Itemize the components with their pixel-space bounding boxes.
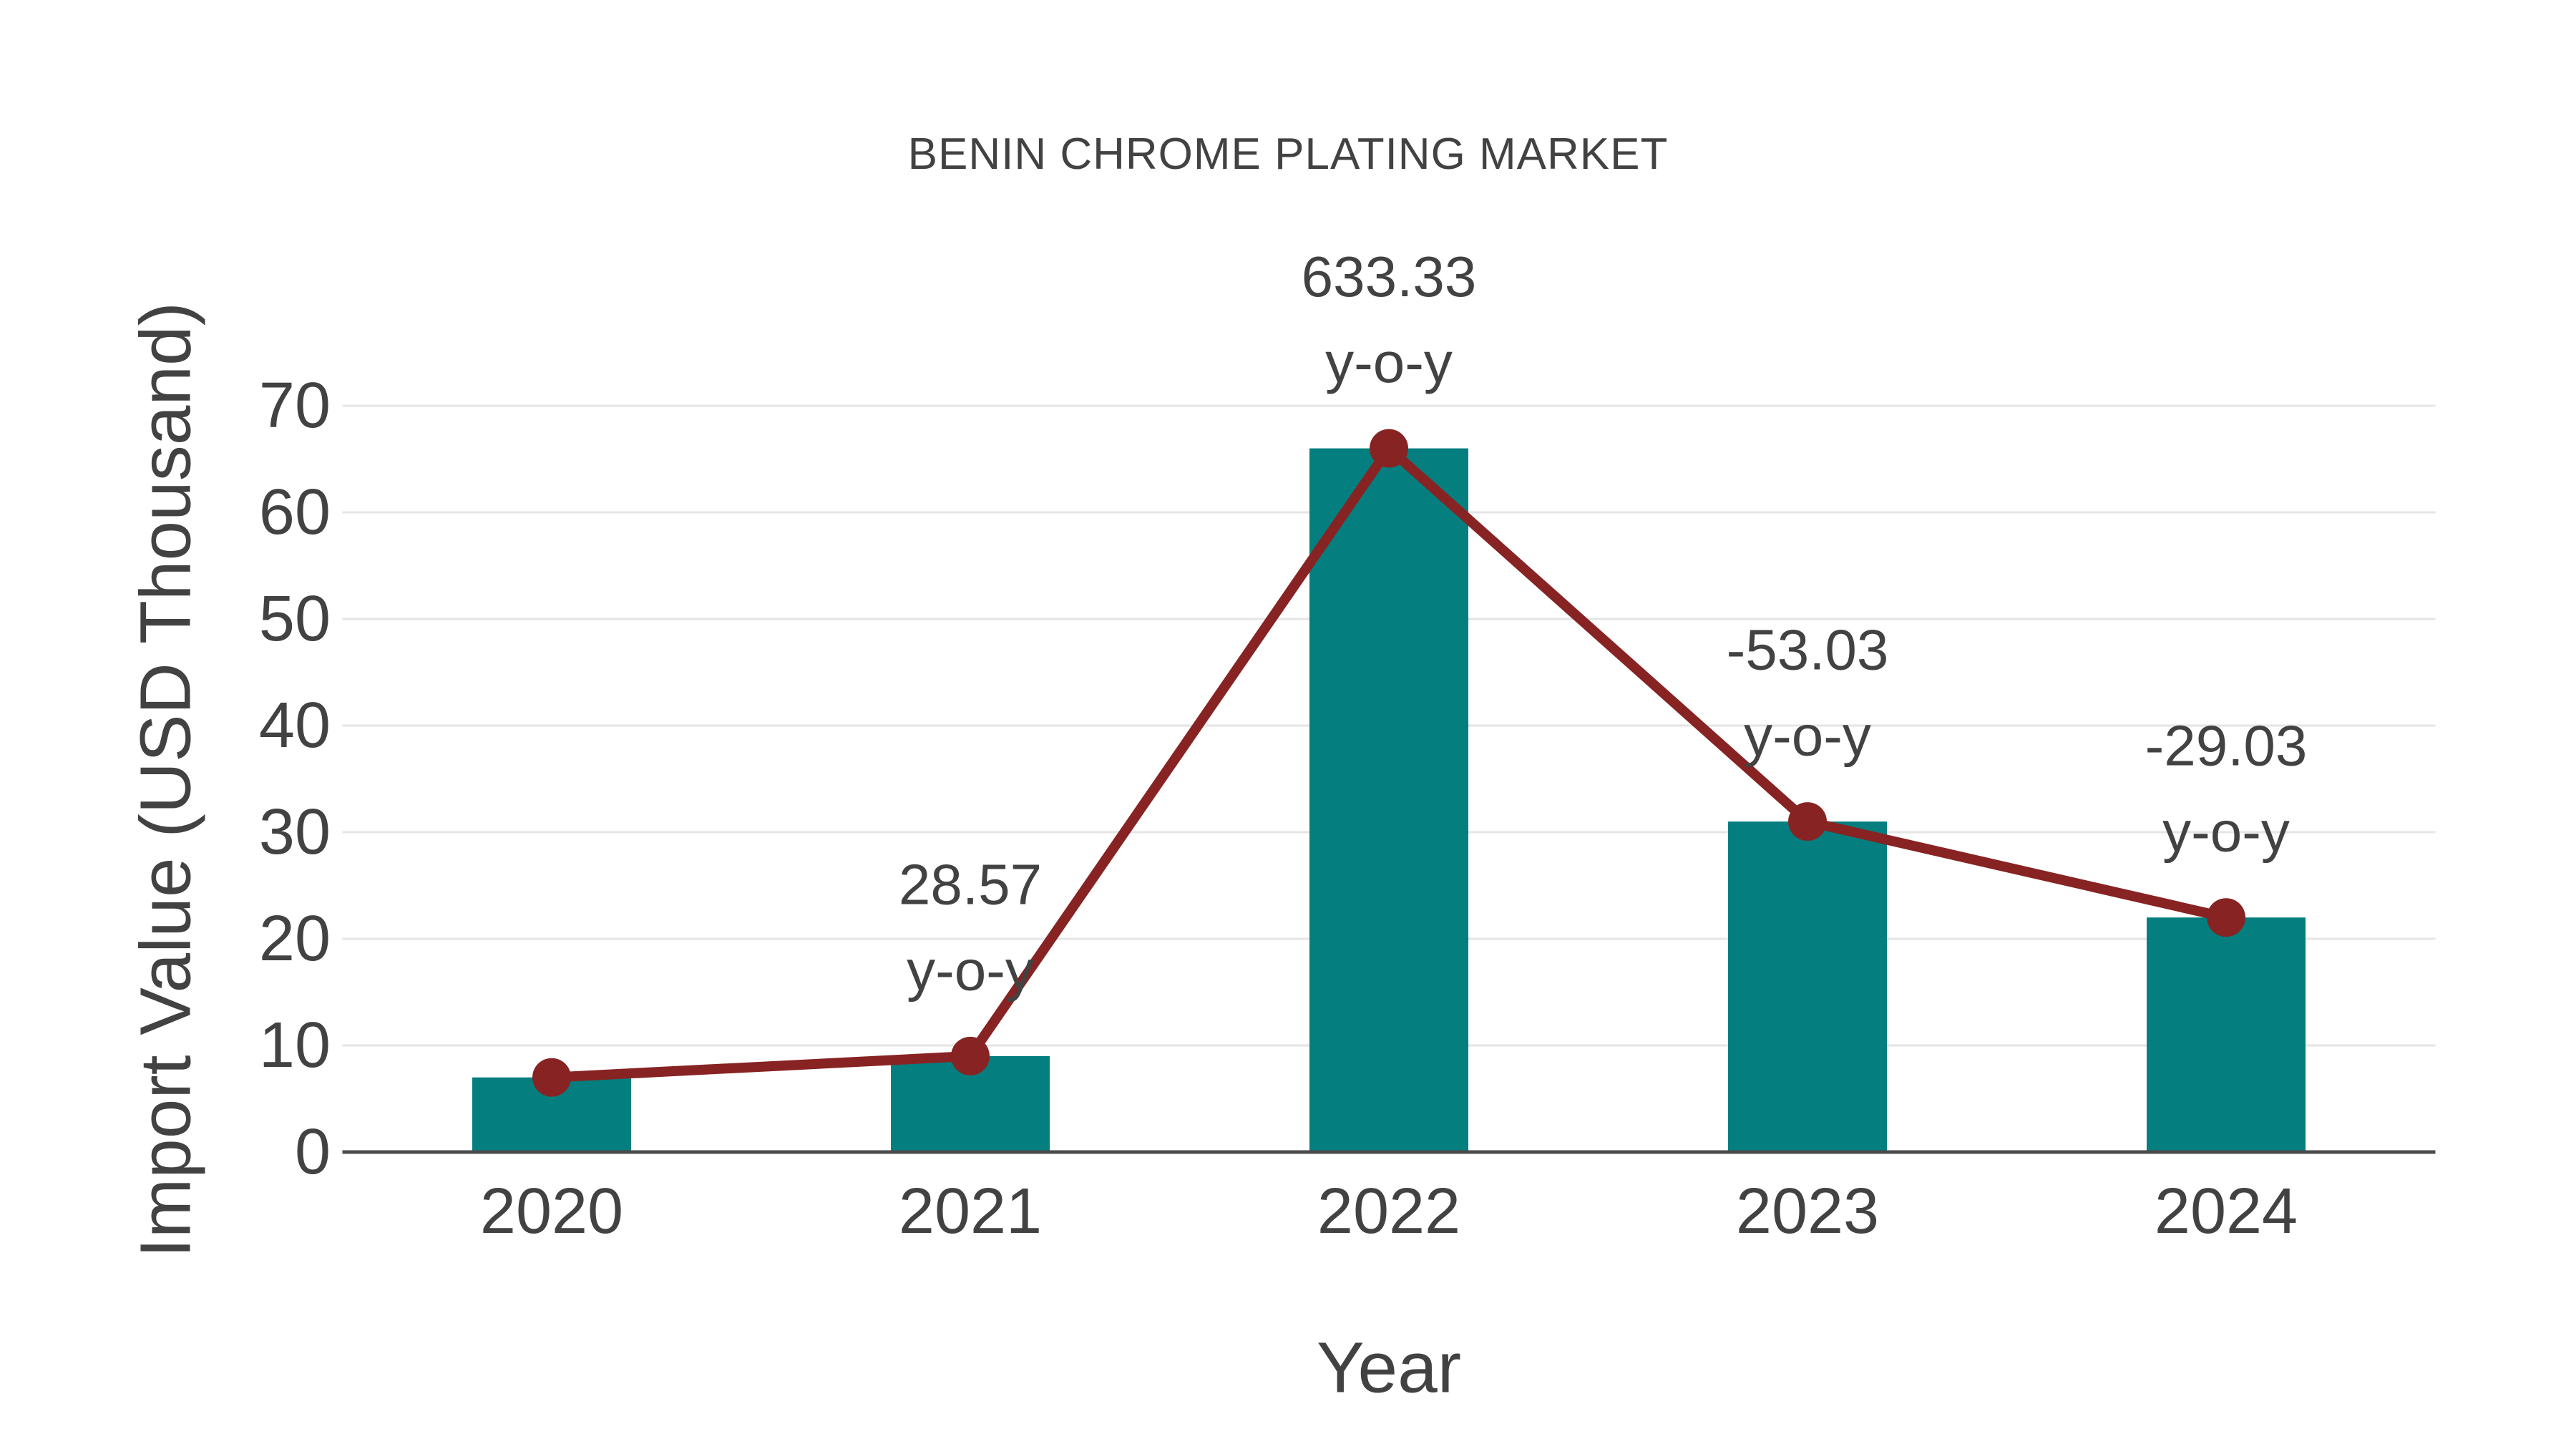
y-tick-label-30: 30 [259,796,331,868]
y-tick-label-70: 70 [259,370,331,441]
x-tick-label-2022: 2022 [1317,1176,1460,1247]
y-tick-label-50: 50 [259,583,331,655]
annotation-value-2023: -53.03 [1727,618,1889,682]
bar-2023 [1728,821,1887,1152]
x-tick-label-2024: 2024 [2155,1176,2298,1247]
annotation-sub-2023: y-o-y [1744,704,1871,768]
annotation-sub-2021: y-o-y [907,938,1034,1002]
annotation-value-2022: 633.33 [1302,245,1477,308]
y-tick-label-10: 10 [259,1010,331,1081]
annotation-sub-2022: y-o-y [1325,331,1453,394]
x-axis-title: Year [1316,1327,1462,1408]
trend-marker-2024 [2207,898,2245,937]
annotation-sub-2024: y-o-y [2162,800,2290,864]
trend-marker-2021 [951,1036,990,1075]
y-tick-label-20: 20 [259,903,331,975]
y-tick-label-40: 40 [259,690,331,761]
trend-marker-2022 [1370,429,1408,468]
bar-2022 [1309,448,1468,1152]
chart-title: BENIN CHROME PLATING MARKET [907,130,1669,179]
trend-marker-2020 [532,1058,571,1097]
y-tick-label-60: 60 [259,477,331,548]
annotation-value-2021: 28.57 [899,852,1042,916]
annotation-value-2024: -29.03 [2145,714,2308,778]
trend-marker-2023 [1788,802,1827,841]
x-tick-label-2020: 2020 [480,1176,623,1247]
y-tick-label-0: 0 [295,1116,331,1188]
x-tick-label-2023: 2023 [1736,1176,1879,1247]
bar-2024 [2147,917,2306,1152]
x-tick-label-2021: 2021 [899,1176,1042,1247]
